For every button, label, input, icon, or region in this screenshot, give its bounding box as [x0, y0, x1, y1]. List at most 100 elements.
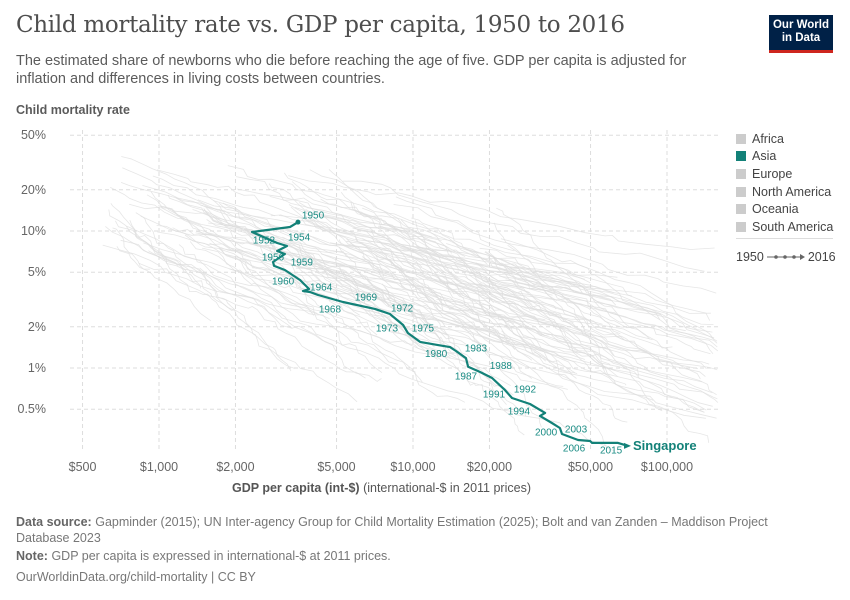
year-label: 1973	[376, 323, 399, 334]
background-country-line	[116, 246, 212, 322]
source-url[interactable]: OurWorldinData.org/child-mortality | CC …	[16, 570, 256, 584]
background-country-line	[236, 176, 557, 310]
year-label: 1988	[490, 361, 513, 372]
background-country-line	[108, 209, 235, 311]
y-axis-label: Child mortality rate	[16, 103, 130, 117]
year-label: 1950	[302, 210, 325, 221]
background-country-line	[334, 257, 514, 396]
y-tick-label: 0.5%	[18, 402, 47, 416]
background-country-line	[398, 244, 516, 350]
background-country-line	[485, 276, 710, 443]
background-country-line	[268, 281, 717, 419]
background-country-line	[167, 194, 390, 307]
year-label: 1975	[412, 323, 435, 334]
background-country-line	[148, 250, 338, 348]
legend-divider	[736, 238, 833, 239]
legend-swatch	[736, 151, 746, 162]
background-country-line	[412, 259, 502, 340]
background-country-line	[278, 215, 661, 316]
background-country-line	[199, 267, 608, 447]
background-country-line	[283, 172, 393, 232]
background-country-line	[411, 217, 488, 265]
background-country-line	[320, 198, 545, 288]
note: Note: GDP per capita is expressed in int…	[16, 549, 391, 563]
background-country-line	[156, 169, 324, 228]
legend-item-europe[interactable]: Europe	[736, 165, 833, 183]
background-country-line	[189, 241, 318, 314]
year-label: 1992	[514, 384, 537, 395]
background-country-line	[290, 206, 389, 273]
background-country-line	[200, 204, 633, 297]
background-country-line	[501, 291, 628, 423]
background-country-line	[138, 262, 366, 379]
background-country-line	[395, 196, 515, 252]
year-label: 2003	[565, 424, 588, 435]
x-tick-label: $500	[69, 460, 97, 474]
year-label: 1987	[455, 371, 478, 382]
background-country-line	[375, 251, 509, 339]
background-country-line	[160, 207, 706, 377]
x-tick-label: $2,000	[216, 460, 254, 474]
background-country-line	[437, 319, 707, 411]
background-country-line	[437, 277, 502, 311]
legend-swatch	[736, 204, 746, 215]
background-country-line	[157, 231, 412, 313]
x-tick-label: $20,000	[467, 460, 512, 474]
background-country-line	[362, 237, 650, 372]
background-country-line	[102, 244, 330, 320]
background-country-line	[120, 182, 454, 309]
background-country-line	[269, 196, 433, 238]
background-country-line	[129, 220, 202, 289]
background-country-line	[471, 267, 607, 376]
x-tick-label: $1,000	[140, 460, 178, 474]
x-tick-label: $10,000	[390, 460, 435, 474]
legend-item-north-america[interactable]: North America	[736, 183, 833, 201]
background-country-line	[505, 279, 661, 320]
legend-label: Africa	[752, 131, 784, 146]
background-country-line	[412, 246, 621, 318]
y-tick-label: 50%	[21, 128, 46, 142]
background-country-line	[342, 180, 705, 272]
year-label: 1960	[272, 277, 295, 288]
background-country-line	[346, 238, 475, 363]
timeline-legend: 1950 2016	[736, 250, 836, 264]
year-label: 1983	[465, 343, 488, 354]
y-tick-label: 5%	[28, 265, 46, 279]
legend-label: South America	[752, 219, 834, 234]
background-country-line	[444, 264, 701, 380]
timeline-end: 2016	[807, 250, 836, 264]
background-country-line	[291, 252, 698, 370]
background-country-line	[320, 213, 423, 268]
background-country-line	[146, 194, 244, 252]
year-label: 1959	[291, 257, 314, 268]
background-country-line	[355, 275, 718, 371]
background-country-line	[110, 186, 494, 300]
legend-item-south-america[interactable]: South America	[736, 218, 833, 236]
chart-title: Child mortality rate vs. GDP per capita,…	[16, 12, 625, 38]
legend-item-asia[interactable]: Asia	[736, 148, 833, 166]
legend-item-africa[interactable]: Africa	[736, 130, 833, 148]
background-country-line	[318, 215, 450, 251]
background-country-line	[152, 175, 276, 217]
chart-subtitle: The estimated share of newborns who die …	[16, 53, 687, 87]
x-tick-label: $100,000	[641, 460, 693, 474]
background-country-line	[393, 204, 717, 294]
background-country-line	[338, 246, 501, 387]
background-country-line	[496, 207, 650, 340]
legend-item-oceania[interactable]: Oceania	[736, 200, 833, 218]
background-country-line	[479, 304, 591, 350]
background-lines	[102, 156, 719, 452]
series-label-singapore: Singapore	[633, 438, 697, 453]
background-country-line	[229, 268, 466, 403]
year-label: 1991	[483, 389, 506, 400]
background-country-line	[172, 227, 254, 277]
year-label: 1954	[288, 233, 311, 244]
year-label: 1968	[319, 304, 342, 315]
y-tick-label: 2%	[28, 320, 46, 334]
background-country-line	[400, 247, 530, 293]
background-country-line	[236, 255, 383, 373]
owid-logo[interactable]: Our World in Data	[769, 15, 833, 53]
background-country-line	[158, 205, 378, 336]
y-tick-label: 10%	[21, 224, 46, 238]
background-country-line	[143, 242, 706, 419]
